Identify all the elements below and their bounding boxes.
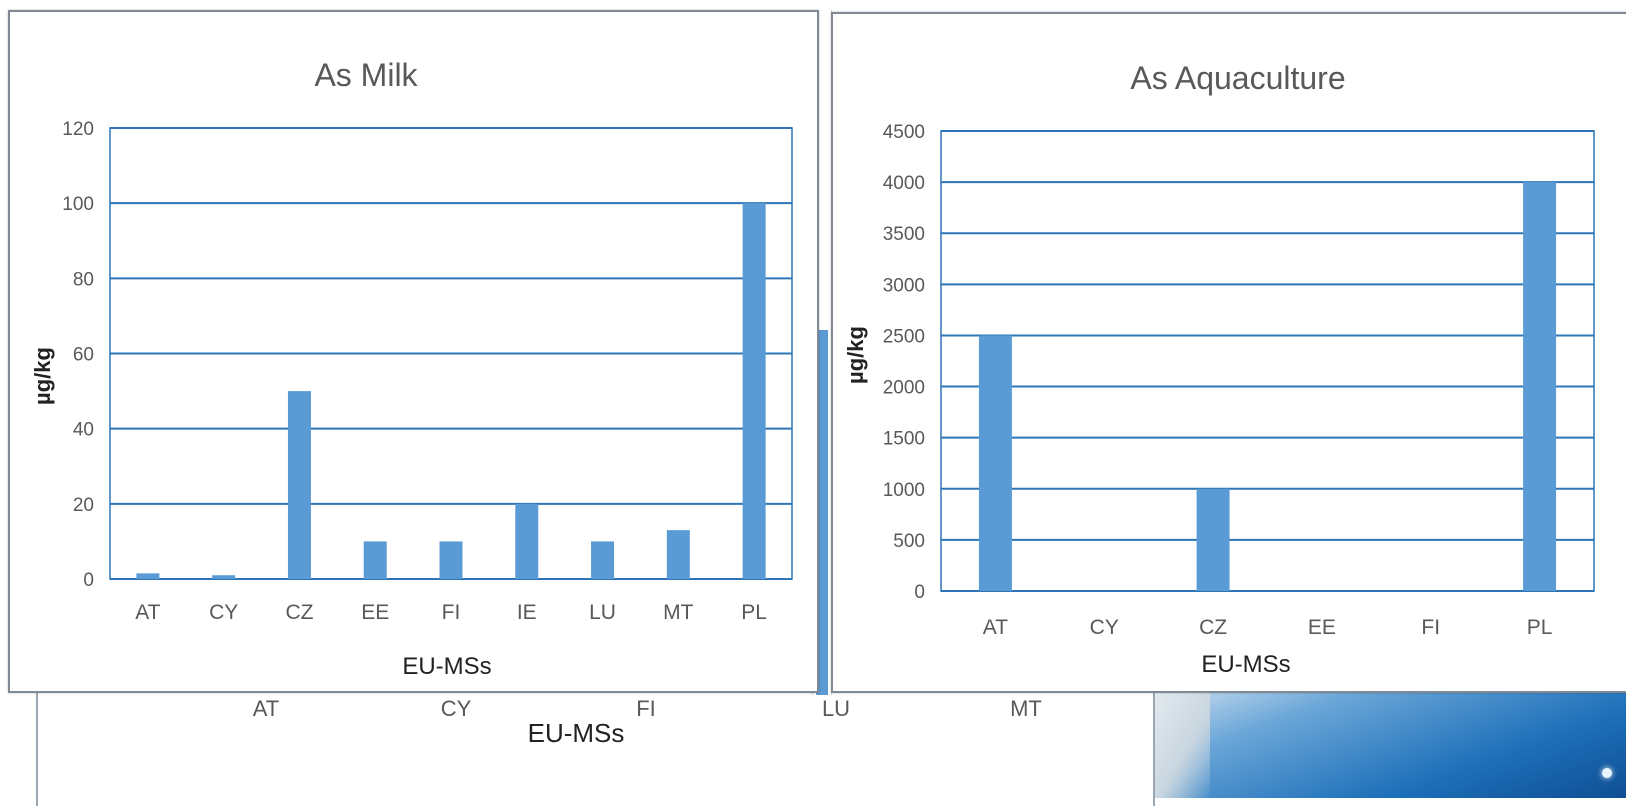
x-tick-label: FI [442, 601, 461, 624]
x-axis-label: EU-MSs [402, 653, 491, 680]
desktop-swoosh [1150, 680, 1210, 798]
y-tick-label: 1500 [883, 429, 925, 450]
bar-pl [1523, 182, 1557, 591]
x-tick-label: CY [1090, 616, 1119, 639]
chart-window-milk[interactable]: 0 20 40 60 80 100 120 AT CY CZ EE FI IE LU MT PL As Milk… [8, 10, 819, 693]
y-axis-label: µg/kg [30, 347, 55, 405]
bar-cz [287, 391, 311, 579]
x-tick-label: CZ [1199, 616, 1227, 639]
x-tick-label: FI [1421, 616, 1440, 639]
x-axis-label: EU-MSs [528, 718, 625, 748]
y-tick-label: 500 [893, 531, 925, 552]
x-tick-label: CZ [285, 601, 313, 624]
y-tick-label: 1000 [883, 480, 925, 501]
chart-window-aquaculture[interactable]: 0 500 1000 1500 2000 2500 3000 3500 4000 4500 AT CY… [831, 12, 1626, 693]
bar-lu [591, 541, 615, 579]
x-tick-label: LU [822, 696, 850, 721]
x-tick-label: EE [1308, 616, 1336, 639]
chart-title: As Aquaculture [1130, 60, 1345, 96]
y-tick-label: 3000 [883, 275, 925, 296]
milk-chart: 0 20 40 60 80 100 120 AT CY CZ EE FI IE LU MT PL As Milk… [30, 57, 793, 680]
y-tick-label: 60 [73, 345, 94, 366]
x-tick-label: LU [589, 601, 616, 624]
y-tick-label: 0 [914, 582, 925, 603]
bar-fi [439, 541, 463, 579]
desktop-glow-dot [1602, 768, 1612, 778]
bar-cz [1196, 488, 1230, 591]
y-tick-label: 0 [83, 570, 94, 591]
aquaculture-chart: 0 500 1000 1500 2000 2500 3000 3500 4000 4500 AT CY… [843, 60, 1595, 678]
chart-title: As Milk [314, 57, 418, 93]
x-tick-label: FI [636, 696, 656, 721]
desktop-background [1150, 680, 1626, 798]
bar-cy [212, 575, 236, 579]
x-tick-label: AT [135, 601, 160, 624]
x-tick-label: EE [361, 601, 389, 624]
y-tick-label: 3500 [883, 224, 925, 245]
y-tick-label: 40 [73, 420, 94, 441]
y-tick-label: 4500 [883, 122, 925, 143]
x-tick-label: AT [983, 616, 1008, 639]
x-tick-label: MT [1010, 696, 1042, 721]
y-tick-label: 20 [73, 495, 94, 516]
x-tick-label: CY [441, 696, 472, 721]
x-tick-label: CY [209, 601, 238, 624]
x-tick-label: PL [1527, 616, 1553, 639]
y-tick-label: 120 [62, 119, 94, 140]
plot-area [940, 130, 1595, 592]
y-axis-label: µg/kg [843, 326, 868, 384]
y-tick-label: 2000 [883, 378, 925, 399]
splitter-bar-fill [816, 330, 828, 695]
y-tick-label: 2500 [883, 326, 925, 347]
x-tick-label: PL [741, 601, 767, 624]
bar-pl [742, 203, 766, 579]
bar-ie [515, 503, 539, 579]
x-tick-label: AT [253, 696, 279, 721]
x-tick-label: MT [663, 601, 693, 624]
x-axis-label: EU-MSs [1201, 651, 1290, 678]
bar-at [136, 573, 160, 579]
y-tick-label: 100 [62, 194, 94, 215]
bar-ee [363, 541, 387, 579]
bar-at [978, 335, 1012, 591]
bar-mt [666, 530, 690, 579]
x-tick-label: IE [517, 601, 537, 624]
y-tick-label: 80 [73, 269, 94, 290]
y-tick-label: 4000 [883, 173, 925, 194]
